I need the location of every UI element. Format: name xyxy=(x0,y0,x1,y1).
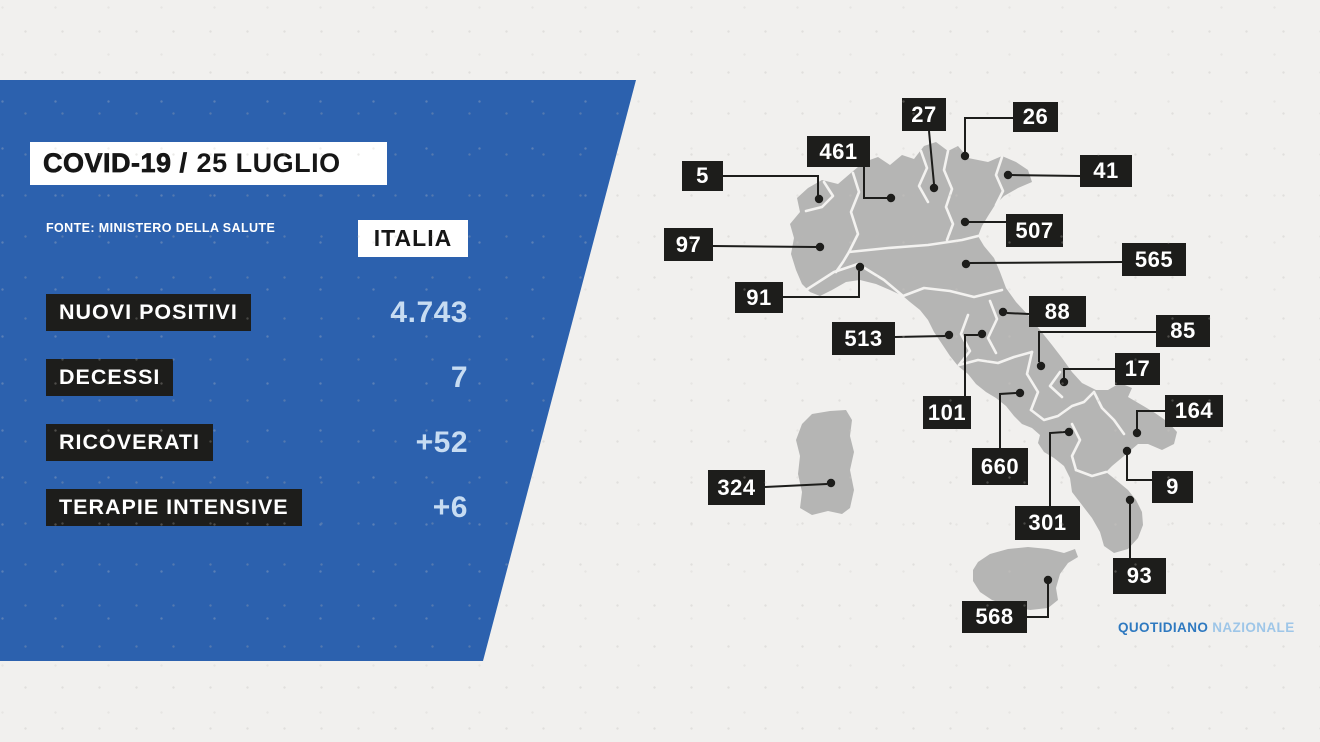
title-box: COVID-19 / 25 LUGLIO xyxy=(30,142,387,185)
connector-line-toscana xyxy=(894,335,946,338)
stat-value: 7 xyxy=(450,360,468,394)
badge-calabria: 93 xyxy=(1113,558,1166,594)
connector-line-friuli-venezia-giulia xyxy=(1010,174,1081,177)
region-dot-marche xyxy=(998,307,1008,317)
mainland-shape xyxy=(790,142,1177,553)
region-dot-friuli-venezia-giulia xyxy=(1003,170,1013,180)
stat-label: TERAPIE INTENSIVE xyxy=(46,489,302,526)
badge-campania: 301 xyxy=(1015,506,1080,540)
badge-molise: 17 xyxy=(1115,353,1160,385)
badge-emilia-romagna: 565 xyxy=(1122,243,1186,276)
region-dot-lombardia xyxy=(886,193,896,203)
stat-row: NUOVI POSITIVI 4.743 xyxy=(46,294,468,331)
connector-line-trentino xyxy=(928,130,935,185)
logo-quotidiano: QUOTIDIANO xyxy=(1118,620,1209,635)
badge-lombardia: 461 xyxy=(807,136,870,167)
stat-value: 4.743 xyxy=(390,295,468,329)
region-dot-abruzzo xyxy=(1036,361,1046,371)
region-dot-piemonte xyxy=(815,242,825,252)
badge-veneto: 507 xyxy=(1006,214,1063,247)
badge-lazio: 660 xyxy=(972,448,1028,485)
region-dot-campania xyxy=(1064,427,1074,437)
connector-line-abruzzo xyxy=(1038,331,1156,362)
stat-value: +52 xyxy=(415,425,468,459)
logo-nazionale: NAZIONALE xyxy=(1212,620,1295,635)
region-dot-basilicata xyxy=(1122,446,1132,456)
connector-line-umbria xyxy=(964,334,978,396)
connector-line-piemonte xyxy=(712,245,817,248)
region-dot-toscana xyxy=(944,330,954,340)
region-dot-molise xyxy=(1059,377,1069,387)
connector-line-puglia xyxy=(1136,410,1165,429)
title-date: 25 LUGLIO xyxy=(196,148,341,178)
region-dot-emilia-romagna xyxy=(961,259,971,269)
region-dot-veneto xyxy=(960,217,970,227)
badge-toscana: 513 xyxy=(832,322,895,355)
region-dot-sicilia xyxy=(1043,575,1053,585)
connector-line-liguria xyxy=(783,271,860,298)
connector-line-marche xyxy=(1006,312,1030,315)
region-dot-liguria xyxy=(855,262,865,272)
connector-line-lombardia xyxy=(863,167,888,199)
landmass xyxy=(790,142,1177,610)
badge-sardegna: 324 xyxy=(708,470,765,505)
stat-row: RICOVERATI +52 xyxy=(46,424,468,461)
connector-line-molise xyxy=(1063,368,1115,378)
connector-line-sicilia xyxy=(1027,584,1049,618)
region-borders xyxy=(804,149,1126,478)
source-label: FONTE: MINISTERO DELLA SALUTE xyxy=(46,221,276,235)
badge-puglia: 164 xyxy=(1165,395,1223,427)
stat-row: TERAPIE INTENSIVE +6 xyxy=(46,489,468,526)
stat-value: +6 xyxy=(432,490,468,524)
title-covid: COVID-19 / xyxy=(43,148,188,179)
connector-line-sardegna xyxy=(764,483,828,488)
stat-row: DECESSI 7 xyxy=(46,359,468,396)
connector-line-valle-daosta xyxy=(723,175,819,196)
connector-line-emilia-romagna xyxy=(969,261,1123,264)
badge-valle-daosta: 5 xyxy=(682,161,723,191)
stat-label: NUOVI POSITIVI xyxy=(46,294,251,331)
connector-line-lazio xyxy=(999,392,1017,448)
badge-marche: 88 xyxy=(1029,296,1086,327)
country-label: ITALIA xyxy=(358,220,468,257)
badge-friuli-venezia-giulia: 41 xyxy=(1080,155,1132,187)
connector-line-campania xyxy=(1049,431,1066,506)
badge-basilicata: 9 xyxy=(1152,471,1193,503)
badge-trentino: 27 xyxy=(902,98,946,131)
region-dot-alto-adige xyxy=(960,151,970,161)
badge-umbria: 101 xyxy=(923,396,971,429)
connector-line-basilicata xyxy=(1126,455,1152,481)
connector-line-alto-adige xyxy=(964,117,1013,152)
region-dot-trentino xyxy=(929,183,939,193)
badge-liguria: 91 xyxy=(735,282,783,313)
region-dot-lazio xyxy=(1015,388,1025,398)
stat-label: RICOVERATI xyxy=(46,424,213,461)
region-dot-umbria xyxy=(977,329,987,339)
badge-piemonte: 97 xyxy=(664,228,713,261)
badge-alto-adige: 26 xyxy=(1013,102,1058,132)
region-dot-valle-daosta xyxy=(814,194,824,204)
badge-abruzzo: 85 xyxy=(1156,315,1210,347)
brand-logo: QUOTIDIANO NAZIONALE xyxy=(1118,620,1295,635)
region-dot-puglia xyxy=(1132,428,1142,438)
stat-label: DECESSI xyxy=(46,359,174,396)
sardinia-shape xyxy=(796,410,854,515)
badge-sicilia: 568 xyxy=(962,601,1027,633)
sicily-shape xyxy=(973,547,1078,610)
region-dot-sardegna xyxy=(826,478,836,488)
region-dot-calabria xyxy=(1125,495,1135,505)
